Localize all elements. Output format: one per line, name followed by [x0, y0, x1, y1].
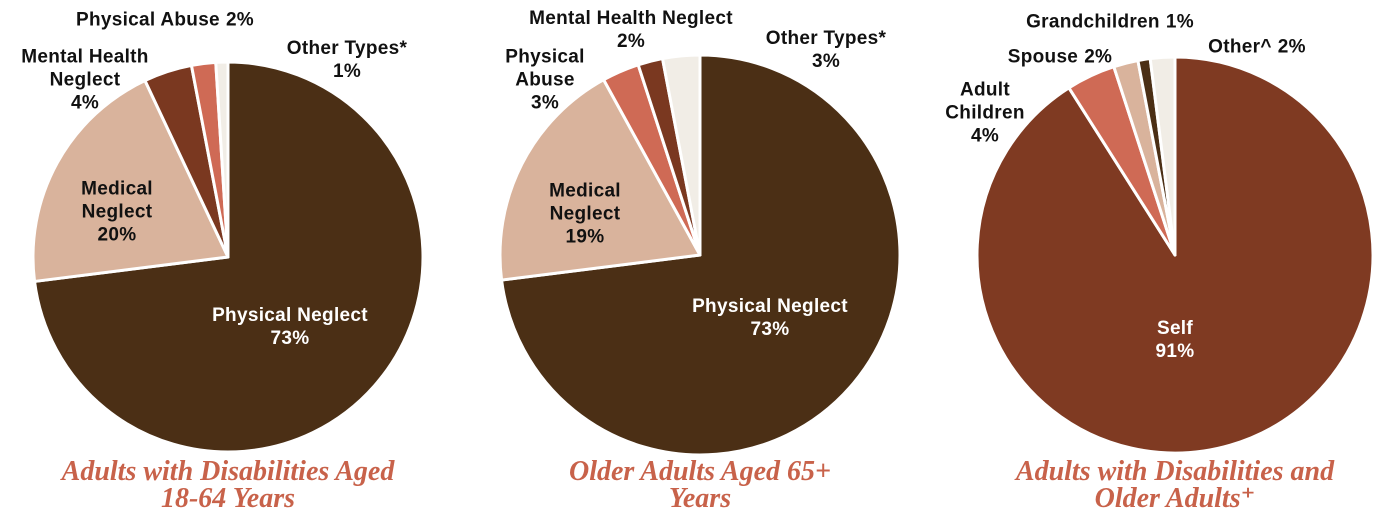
category-name: Medical Neglect	[81, 178, 153, 223]
value-label: 19%	[565, 226, 605, 248]
pie-slice	[214, 60, 230, 259]
category-name: Medical Neglect	[549, 180, 621, 225]
category-name: Mental Health Neglect	[21, 46, 149, 91]
slice-label: Adult Children 4%	[935, 79, 1035, 148]
value-label: 2%	[616, 31, 646, 52]
value-label: 3%	[811, 51, 841, 72]
slice-label: Self 91%	[1075, 317, 1275, 363]
slice-label: Spouse 2%	[960, 46, 1160, 69]
slice-label: Grandchildren 1%	[980, 11, 1240, 34]
value-label: 73%	[270, 328, 310, 349]
category-name: Physical Abuse	[75, 9, 220, 31]
slice-label: Other Types* 1%	[272, 37, 422, 83]
category-name: Adult Children	[945, 79, 1025, 124]
pie-slice	[1148, 55, 1177, 257]
pie-slice	[498, 78, 702, 282]
value-label: 1%	[1165, 11, 1194, 33]
slice-label: Physical Neglect 73%	[160, 304, 420, 350]
pie-slice	[31, 79, 230, 283]
slice-label: Medical Neglect 19%	[530, 180, 640, 249]
slice-label: Physical Neglect 73%	[640, 295, 900, 341]
value-label: 4%	[970, 125, 1000, 147]
value-label: 91%	[1155, 341, 1195, 362]
slice-label: Physical Abuse 2%	[35, 9, 295, 32]
category-name: Mental Health Neglect	[529, 8, 733, 29]
value-label: 2%	[1084, 46, 1113, 68]
chart-title: Adults with Disabilities Aged 18-64 Year…	[61, 456, 395, 514]
chart-title: Older Adults Aged 65+ Years	[568, 456, 831, 514]
category-name: Other Types*	[765, 28, 887, 49]
slice-label: Other^ 2%	[1157, 36, 1357, 59]
slice-label: Physical Abuse 3%	[498, 46, 593, 115]
slice-label: Other Types* 3%	[751, 27, 901, 73]
value-label: 3%	[530, 92, 560, 114]
chart-title: Adults with Disabilities and Older Adult…	[1015, 456, 1335, 514]
value-label: 2%	[1277, 36, 1306, 58]
slice-label: Medical Neglect 20%	[62, 178, 172, 247]
value-label: 4%	[70, 92, 100, 114]
category-name: Physical Neglect	[212, 305, 368, 326]
category-name: Other Types*	[286, 38, 408, 59]
value-label: 1%	[332, 61, 362, 82]
category-name: Grandchildren	[1026, 11, 1160, 33]
slice-label: Mental Health Neglect 4%	[10, 46, 160, 115]
category-name: Spouse	[1007, 46, 1079, 68]
slice-label: Mental Health Neglect 2%	[501, 7, 761, 53]
pie-slice	[661, 53, 702, 257]
value-label: 20%	[97, 224, 137, 246]
category-name: Physical Neglect	[692, 296, 848, 317]
category-name: Physical Abuse	[505, 46, 585, 91]
category-name: Other^	[1208, 36, 1272, 58]
value-label: 73%	[750, 319, 790, 340]
value-label: 2%	[225, 9, 254, 31]
category-name: Self	[1156, 318, 1194, 339]
